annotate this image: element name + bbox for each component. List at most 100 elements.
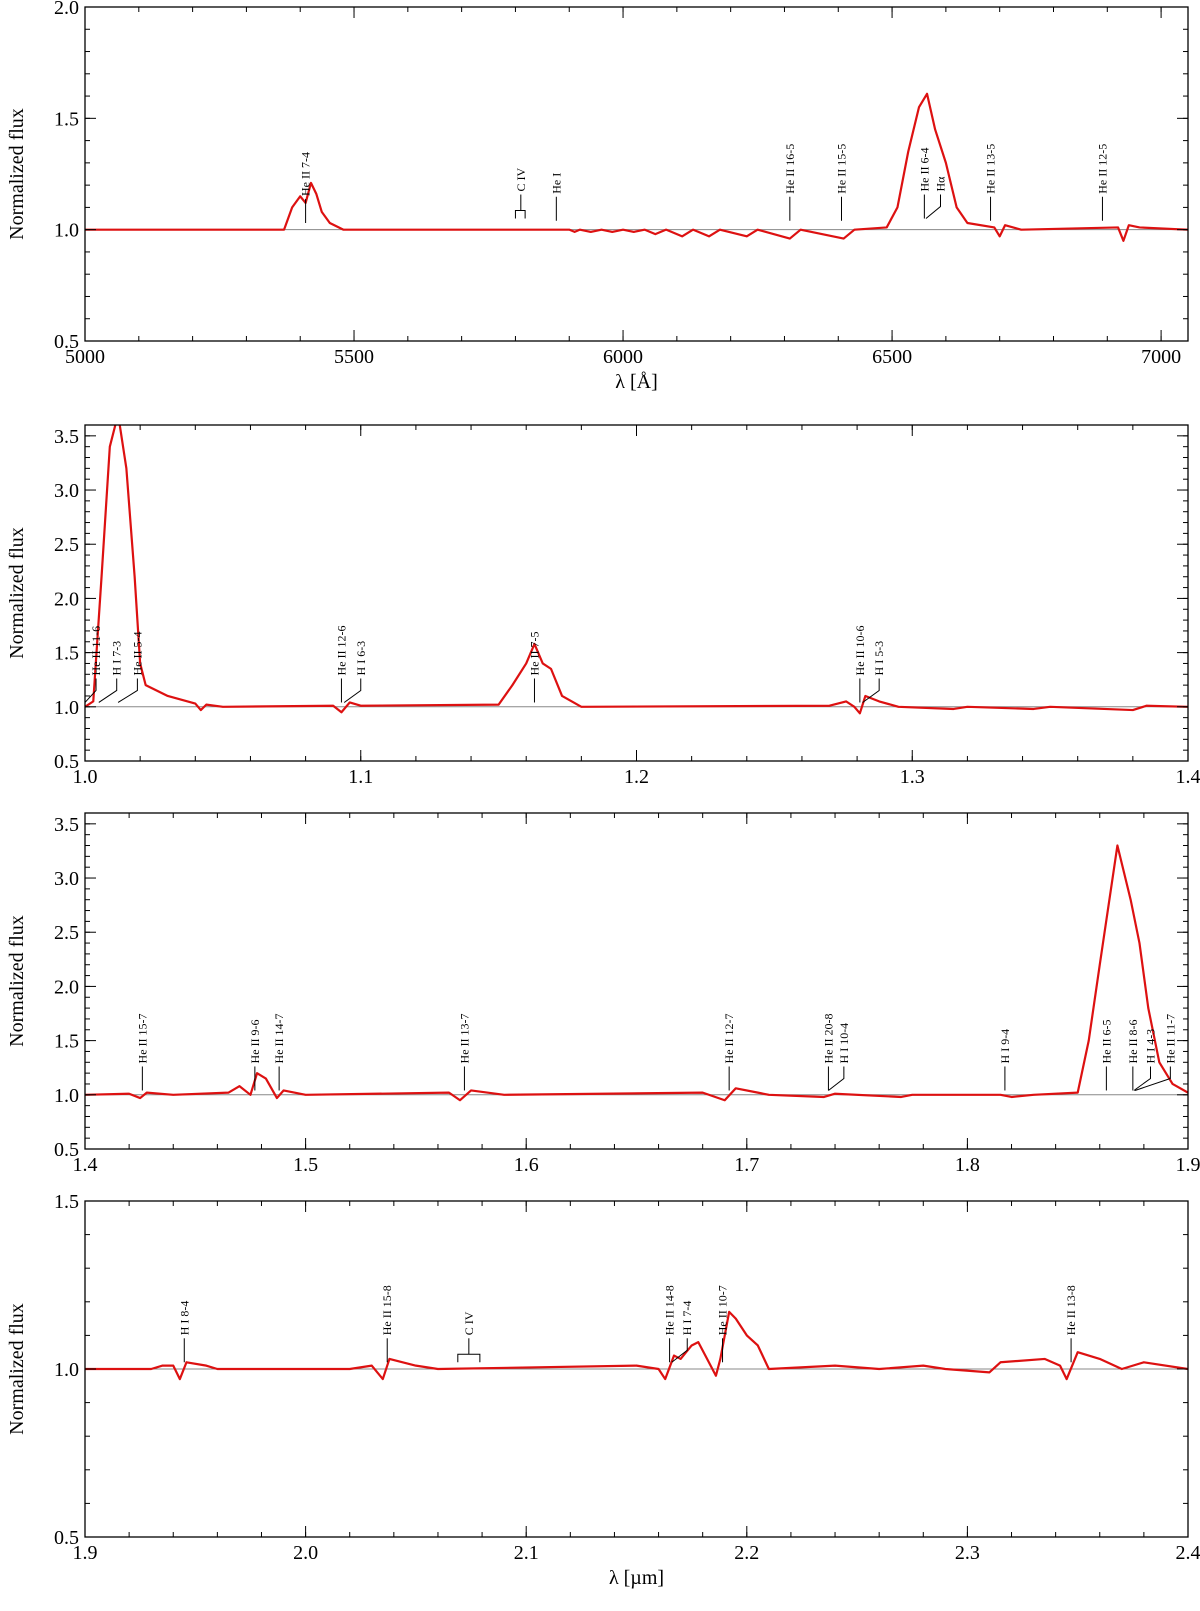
line-label: H I 4-3 <box>1143 1029 1157 1064</box>
line-marker: He II 10-7 <box>716 1285 730 1363</box>
line-label: He II 5-4 <box>130 631 144 675</box>
x-tick-label: 1.0 <box>73 766 98 788</box>
line-marker: He II 14-8 <box>663 1285 677 1363</box>
line-label: He I <box>549 173 563 194</box>
spectrum-line <box>85 425 1188 715</box>
y-tick-label: 1.0 <box>54 1359 79 1381</box>
line-label: He II 6-4 <box>917 148 931 192</box>
line-label: He II 13-8 <box>1064 1285 1078 1335</box>
line-label: He II 11-7 <box>1163 1014 1177 1064</box>
line-marker: He I <box>549 173 563 221</box>
marker-stem <box>117 678 138 703</box>
plot-frame <box>84 424 1189 762</box>
line-label: He II 11-6 <box>89 626 103 676</box>
line-label: He II 8-6 <box>1126 1019 1140 1063</box>
marker-stem <box>925 194 941 219</box>
y-tick-label: 0.5 <box>54 331 79 353</box>
line-marker: He II 5-4 <box>117 631 144 703</box>
x-tick-label: 1.3 <box>900 766 925 788</box>
line-marker: H I 8-4 <box>177 1301 191 1363</box>
line-label: He II 16-5 <box>783 144 797 194</box>
plot-frame <box>84 6 1189 342</box>
line-label: H I 6-3 <box>354 641 368 676</box>
line-marker: He II 20-8 <box>821 1013 835 1091</box>
line-label: He II 14-7 <box>272 1013 286 1063</box>
line-label: C IV <box>514 168 528 192</box>
line-label: H I 7-4 <box>680 1301 694 1336</box>
line-marker: He II 11-6 <box>84 626 103 703</box>
panel-3: 1.4 1.5 1.6 1.7 1.8 1.9 0.5 1.0 1.5 2.0 2.5 3.0 3.5 N… <box>6 812 1200 1176</box>
spectrum-line <box>85 1310 1188 1381</box>
line-marker: C IV <box>514 168 528 219</box>
line-marker: He II 10-6 <box>853 625 867 703</box>
line-label: He II 12-6 <box>334 625 348 675</box>
y-tick-label: 3.0 <box>54 480 79 502</box>
marker-stem <box>1133 1066 1151 1091</box>
line-marker: He II 13-7 <box>457 1013 471 1091</box>
x-tick-label: 1.4 <box>73 1154 98 1176</box>
y-tick-label: 1.0 <box>54 697 79 719</box>
y-tick-label: 1.5 <box>54 108 79 130</box>
line-label: Hα <box>933 176 947 192</box>
line-label: H I 8-4 <box>177 1301 191 1336</box>
y-tick-label: 1.5 <box>54 1191 79 1213</box>
y-tick-label: 2.0 <box>54 0 79 19</box>
y-axis-label: Normalized flux <box>6 527 28 659</box>
marker-stem <box>862 678 880 703</box>
x-tick-label: 6500 <box>872 346 912 368</box>
line-label: He II 9-6 <box>248 1019 262 1063</box>
panel-4: 1.9 2.0 2.1 2.2 2.3 2.4 0.5 1.0 1.5 Normalized fl… <box>6 1191 1200 1589</box>
x-tick-label: 2.1 <box>514 1542 539 1564</box>
y-tick-label: 0.5 <box>54 751 79 773</box>
y-tick-label: 2.0 <box>54 588 79 610</box>
x-tick-label: 6000 <box>603 346 643 368</box>
line-marker: He II 12-6 <box>334 625 348 703</box>
marker-stem <box>343 678 362 703</box>
y-axis-label: Normalized flux <box>6 1303 28 1435</box>
line-marker: He II 11-7 <box>1134 1014 1177 1091</box>
line-marker: He II 6-5 <box>1099 1019 1113 1091</box>
plot-frame <box>84 812 1189 1150</box>
line-marker: Hα <box>925 176 947 219</box>
line-marker: H I 10-4 <box>828 1023 851 1091</box>
line-marker: He II 15-7 <box>135 1013 149 1091</box>
line-marker: H I 7-3 <box>98 641 124 703</box>
spectrum-line <box>85 844 1188 1102</box>
line-label: He II 15-7 <box>135 1013 149 1063</box>
line-marker: He II 6-4 <box>917 148 931 219</box>
line-label: He II 12-5 <box>1095 144 1109 194</box>
x-tick-label: 1.5 <box>293 1154 318 1176</box>
line-label: He II 7-5 <box>527 631 541 675</box>
line-marker: He II 7-5 <box>527 631 541 703</box>
line-marker: He II 12-5 <box>1095 144 1109 221</box>
y-tick-label: 2.0 <box>54 976 79 998</box>
line-label: He II 13-7 <box>457 1013 471 1063</box>
line-marker: He II 15-8 <box>380 1285 394 1363</box>
x-axis-label: λ [µm] <box>609 1567 664 1589</box>
x-tick-label: 2.4 <box>1176 1542 1200 1564</box>
x-tick-label: 7000 <box>1141 346 1181 368</box>
line-label: He II 7-4 <box>299 152 313 196</box>
spectrum-line <box>85 92 1188 242</box>
line-label: H I 10-4 <box>837 1023 851 1064</box>
y-tick-label: 0.5 <box>54 1139 79 1161</box>
y-tick-label: 0.5 <box>54 1527 79 1549</box>
line-marker: H I 5-3 <box>862 641 886 703</box>
line-marker: He II 12-7 <box>722 1013 736 1091</box>
x-tick-label: 5500 <box>334 346 374 368</box>
y-tick-label: 3.5 <box>54 426 79 448</box>
y-tick-label: 2.5 <box>54 534 79 556</box>
line-label: He II 10-6 <box>853 625 867 675</box>
line-marker: He II 15-5 <box>834 144 848 221</box>
x-tick-label: 1.7 <box>734 1154 759 1176</box>
marker-stem <box>671 1338 688 1363</box>
line-label: He II 13-5 <box>984 144 998 194</box>
y-axis-label: Normalized flux <box>6 108 28 240</box>
line-marker: H I 9-4 <box>998 1029 1012 1091</box>
x-tick-label: 1.8 <box>955 1154 980 1176</box>
bracket-marker <box>457 1353 481 1363</box>
line-marker: H I 6-3 <box>343 641 368 703</box>
y-tick-label: 1.5 <box>54 1031 79 1053</box>
x-tick-label: 2.0 <box>293 1542 318 1564</box>
